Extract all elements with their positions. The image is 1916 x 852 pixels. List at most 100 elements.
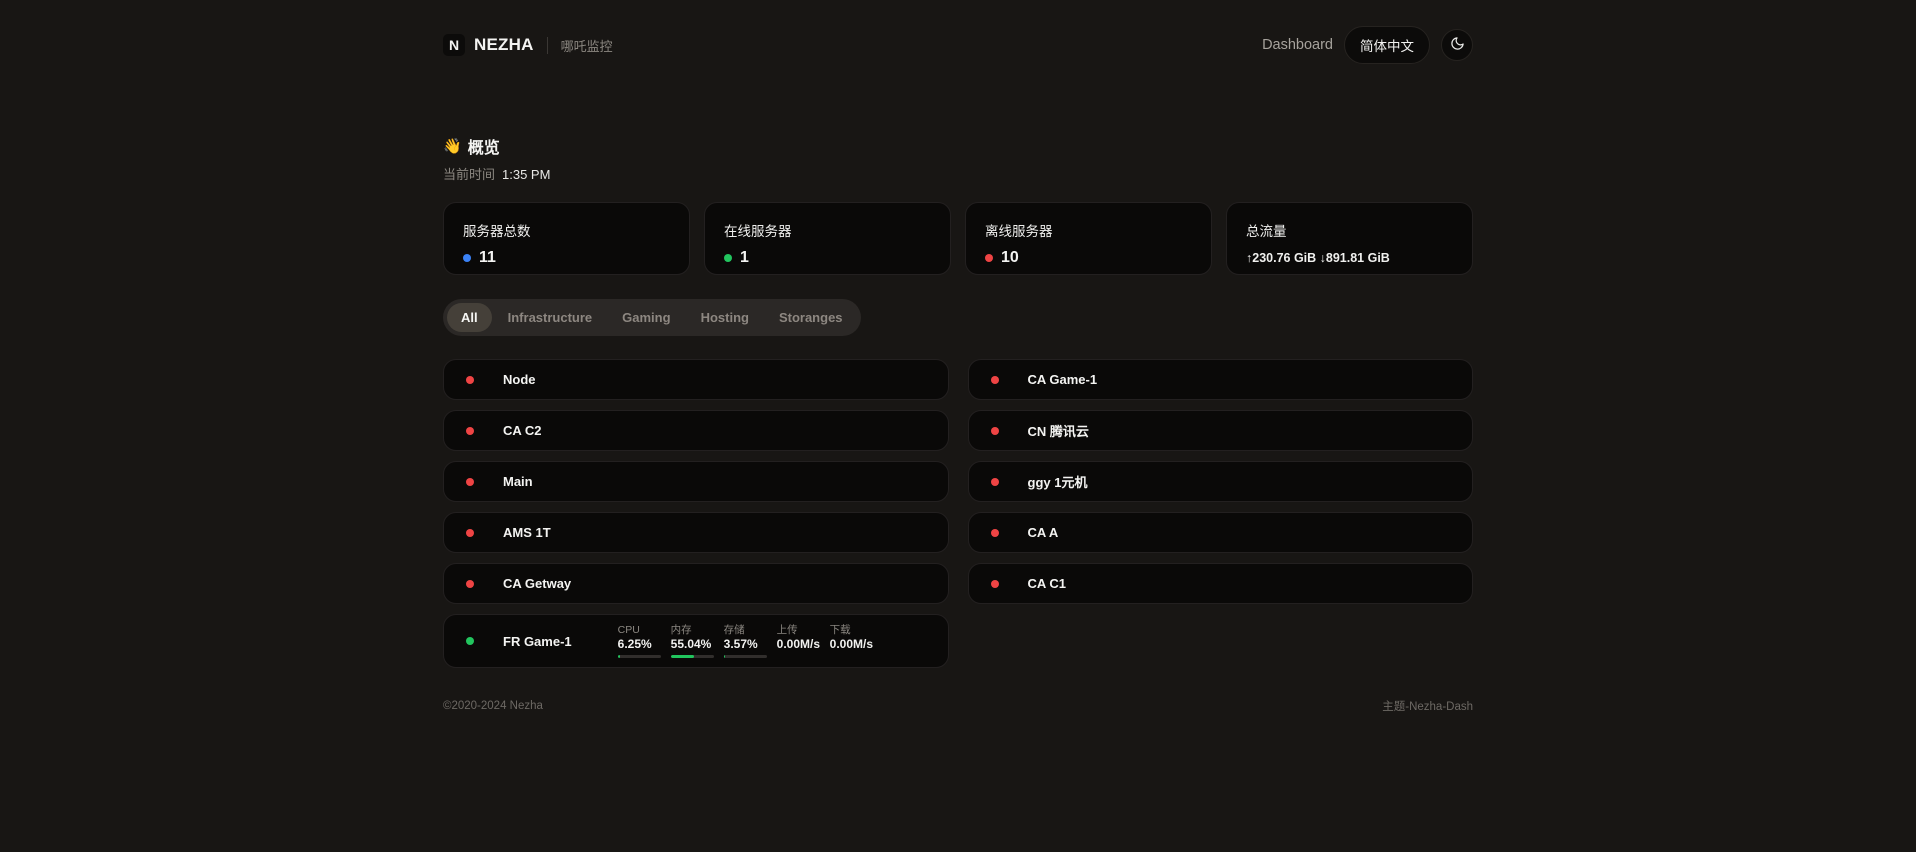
server-status-dot-icon (990, 477, 999, 486)
server-card[interactable]: ggy 1元机 (967, 461, 1473, 502)
stat-card-value-row: 1 (724, 249, 931, 267)
brand-subtitle: 哪吒监控 (560, 38, 613, 54)
server-name: FR Game-1 (503, 633, 572, 649)
group-filter-tabs: All Infrastructure Gaming Hosting Storanges (443, 299, 861, 336)
brand-divider (546, 36, 548, 54)
metric-label: 下载 (829, 624, 851, 637)
stat-card-label: 总流量 (1246, 224, 1287, 239)
server-name: Node (503, 372, 536, 387)
server-name: CN 腾讯云 (1027, 424, 1089, 439)
server-card[interactable]: CA A (967, 512, 1473, 553)
server-card[interactable]: CN 腾讯云 (967, 410, 1473, 451)
current-time-value: 1:35 PM (502, 167, 551, 182)
footer-copyright: ©2020-2024 Nezha (443, 700, 543, 712)
metric-label: CPU (617, 624, 640, 637)
tab-hosting[interactable]: Hosting (700, 310, 749, 325)
server-status-dot-icon (466, 375, 474, 384)
stat-card: 总流量 ↑230.76 GiB ↓891.81 GiB (1226, 202, 1473, 275)
metric-progress-bar (670, 655, 714, 658)
server-metrics: CPU 6.25% 内存 55.04% 存储 3.57% 上传 0.00M/s 下载 0.00M/… (617, 624, 883, 658)
tab-infrastructure[interactable]: Infrastructure (507, 310, 593, 325)
tab-gaming[interactable]: Gaming (622, 310, 671, 325)
server-name: CA A (1027, 525, 1059, 540)
stat-card: 离线服务器 10 (965, 202, 1212, 275)
server-status-dot-icon (990, 426, 999, 435)
server-status-dot-icon (466, 637, 474, 645)
metric-value: 3.57% (723, 637, 758, 652)
server-status-dot-icon (990, 528, 999, 537)
server-name: Main (503, 474, 533, 489)
header-actions: Dashboard 简体中文 (1262, 26, 1473, 64)
stat-card-value: 11 (479, 249, 496, 266)
server-card[interactable]: AMS 1T (443, 512, 949, 553)
stat-card-value: 10 (1001, 249, 1019, 266)
metric-label: 内存 (670, 624, 692, 637)
server-card[interactable]: Main (443, 461, 949, 502)
stat-card-label: 离线服务器 (985, 224, 1053, 239)
server-card[interactable]: FR Game-1 CPU 6.25% 内存 55.04% 存储 3.57% 上传 0.00M/… (443, 614, 949, 668)
footer-theme-credit[interactable]: 主题-Nezha-Dash (1382, 701, 1473, 713)
metric-CPU: CPU 6.25% (617, 624, 671, 658)
moon-icon (1450, 36, 1465, 54)
stat-card: 在线服务器 1 (704, 202, 951, 275)
server-card[interactable]: CA Getway (443, 563, 949, 604)
server-status-dot-icon (466, 477, 474, 486)
stat-card-value: 1 (740, 249, 749, 266)
metric-存储: 存储 3.57% (723, 624, 777, 658)
theme-toggle-button[interactable] (1441, 29, 1473, 61)
dashboard-link[interactable]: Dashboard (1262, 37, 1333, 53)
wave-icon: 👋 (443, 138, 462, 155)
metric-progress-bar (723, 655, 767, 658)
metric-内存: 内存 55.04% (670, 624, 724, 658)
status-dot-icon (463, 254, 471, 262)
language-switcher-button[interactable]: 简体中文 (1344, 26, 1430, 64)
server-status-dot-icon (466, 579, 474, 588)
brand-name: NEZHA (474, 35, 534, 54)
metric-label: 存储 (723, 624, 745, 637)
status-dot-icon (724, 254, 732, 262)
server-card[interactable]: CA Game-1 (967, 359, 1473, 400)
server-status-dot-icon (466, 426, 474, 435)
server-grid: Node CA Game-1 CA C2 CN 腾讯云 Main ggy 1元机 AMS 1… (443, 359, 1473, 668)
stat-card-value-row: 10 (985, 249, 1192, 267)
server-name: CA Game-1 (1027, 372, 1098, 387)
current-time: 当前时间 1:35 PM (443, 164, 1473, 183)
nezha-logo-icon: N (443, 34, 465, 56)
current-time-label: 当前时间 (443, 167, 496, 182)
page-title: 概览 (467, 140, 500, 157)
server-status-dot-icon (990, 375, 999, 384)
metric-label: 上传 (776, 624, 798, 637)
main-content: 👋 概览 当前时间 1:35 PM 服务器总数 11 在线服务器 1 离线服务器 10 总流… (0, 134, 1916, 714)
stat-card-label: 服务器总数 (463, 224, 531, 239)
stat-card-label: 在线服务器 (724, 224, 792, 239)
stat-card-grid: 服务器总数 11 在线服务器 1 离线服务器 10 总流量 ↑230.76 GiB ↓891.… (443, 202, 1473, 275)
metric-value: 0.00M/s (776, 637, 820, 652)
stat-card-value-row: 11 (463, 249, 670, 267)
server-name: ggy 1元机 (1027, 475, 1088, 490)
metric-value: 0.00M/s (829, 637, 873, 652)
overview-heading: 👋 概览 (443, 134, 1473, 158)
stat-card-traffic-value: ↑230.76 GiB ↓891.81 GiB (1246, 251, 1390, 265)
server-card[interactable]: CA C2 (443, 410, 949, 451)
metric-value: 55.04% (670, 637, 712, 652)
server-status-dot-icon (466, 528, 474, 537)
metric-下载: 下载 0.00M/s (830, 624, 883, 652)
page-footer: ©2020-2024 Nezha 主题-Nezha-Dash (443, 698, 1473, 714)
metric-value: 6.25% (617, 637, 652, 652)
server-name: CA Getway (503, 576, 572, 591)
tab-all[interactable]: All (447, 303, 492, 332)
brand[interactable]: N NEZHA 哪吒监控 (443, 34, 613, 56)
server-name: CA C1 (1027, 576, 1067, 591)
metric-上传: 上传 0.00M/s (777, 624, 830, 652)
server-name: AMS 1T (503, 525, 551, 540)
server-name: CA C2 (503, 423, 542, 438)
server-card[interactable]: Node (443, 359, 949, 400)
metric-progress-bar (617, 655, 661, 658)
server-card[interactable]: CA C1 (967, 563, 1473, 604)
app-header: N NEZHA 哪吒监控 Dashboard 简体中文 (0, 0, 1916, 90)
stat-card: 服务器总数 11 (443, 202, 690, 275)
status-dot-icon (985, 254, 993, 262)
server-status-dot-icon (990, 579, 999, 588)
tab-storanges[interactable]: Storanges (778, 310, 843, 325)
